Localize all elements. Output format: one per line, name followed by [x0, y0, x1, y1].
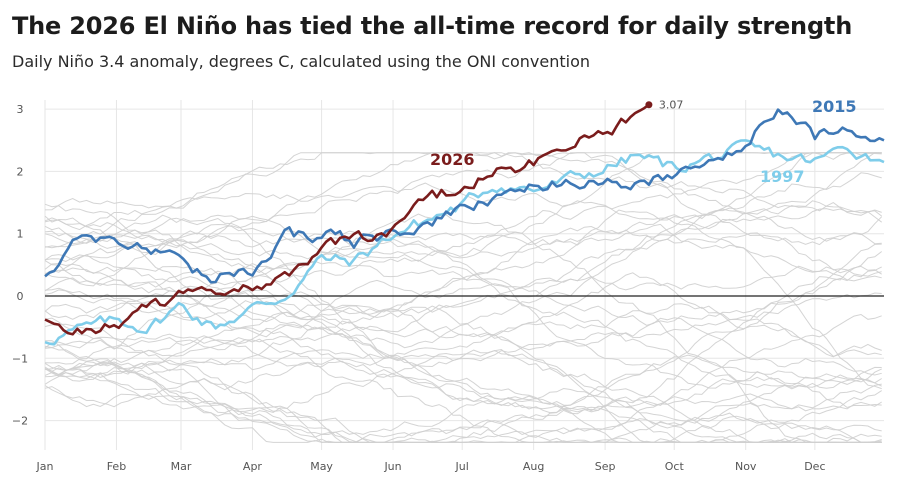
- series-label-2026: 2026: [430, 150, 475, 169]
- x-tick-label: Sep: [595, 460, 616, 473]
- background-year-line: [44, 152, 882, 257]
- background-year-line: [44, 257, 882, 376]
- background-year-line: [44, 254, 882, 358]
- x-tick-label: Apr: [243, 460, 263, 473]
- y-tick-label: 1: [17, 228, 24, 241]
- x-tick-label: Feb: [107, 460, 126, 473]
- background-year-line: [44, 349, 882, 443]
- background-year-line: [44, 362, 882, 443]
- background-year-line: [44, 203, 882, 390]
- x-tick-label: Jun: [383, 460, 401, 473]
- background-year-line: [44, 317, 882, 443]
- series-label-2015: 2015: [812, 97, 857, 116]
- background-year-line: [44, 216, 883, 315]
- x-tick-label: Jan: [36, 460, 54, 473]
- background-year-line: [44, 361, 882, 443]
- y-tick-label: 3: [17, 103, 24, 116]
- background-year-line: [44, 265, 882, 351]
- x-tick-label: Dec: [804, 460, 825, 473]
- y-tick-label: −1: [12, 352, 28, 365]
- series-label-1997: 1997: [760, 167, 805, 186]
- background-year-line: [44, 208, 883, 376]
- background-year-line: [44, 152, 882, 372]
- series-line-2026: [44, 103, 650, 336]
- background-year-line: [44, 223, 882, 389]
- x-tick-label: Aug: [523, 460, 544, 473]
- peak-annotation: 3.07: [659, 99, 684, 112]
- background-year-line: [44, 152, 882, 262]
- background-year-line: [44, 202, 882, 349]
- background-year-line: [44, 265, 882, 443]
- background-year-line: [44, 333, 882, 432]
- background-year-line: [44, 313, 882, 443]
- x-tick-label: Oct: [665, 460, 685, 473]
- background-year-line: [44, 340, 882, 443]
- background-year-line: [44, 386, 882, 443]
- background-year-line: [44, 301, 882, 414]
- background-year-line: [44, 323, 882, 443]
- chart-title: The 2026 El Niño has tied the all-time r…: [12, 12, 853, 40]
- background-year-line: [44, 362, 882, 443]
- y-tick-label: 0: [17, 290, 24, 303]
- series-line-1997: [44, 139, 885, 346]
- background-year-line: [44, 182, 882, 390]
- x-tick-label: Nov: [735, 460, 757, 473]
- background-year-line: [44, 324, 882, 409]
- series-endpoint-2026: [645, 101, 653, 109]
- x-tick-label: May: [310, 460, 333, 473]
- series-line-2015: [44, 108, 885, 284]
- background-year-line: [44, 213, 882, 443]
- background-year-line: [44, 172, 882, 292]
- x-tick-label: Mar: [171, 460, 192, 473]
- background-year-line: [44, 292, 882, 382]
- background-year-line: [44, 251, 883, 412]
- background-year-line: [44, 289, 882, 443]
- y-tick-label: 2: [17, 165, 24, 178]
- x-tick-label: Jul: [455, 460, 469, 473]
- chart-subtitle: Daily Niño 3.4 anomaly, degrees C, calcu…: [12, 52, 591, 71]
- y-tick-label: −2: [12, 415, 28, 428]
- background-year-line: [44, 152, 882, 245]
- background-year-line: [44, 266, 882, 443]
